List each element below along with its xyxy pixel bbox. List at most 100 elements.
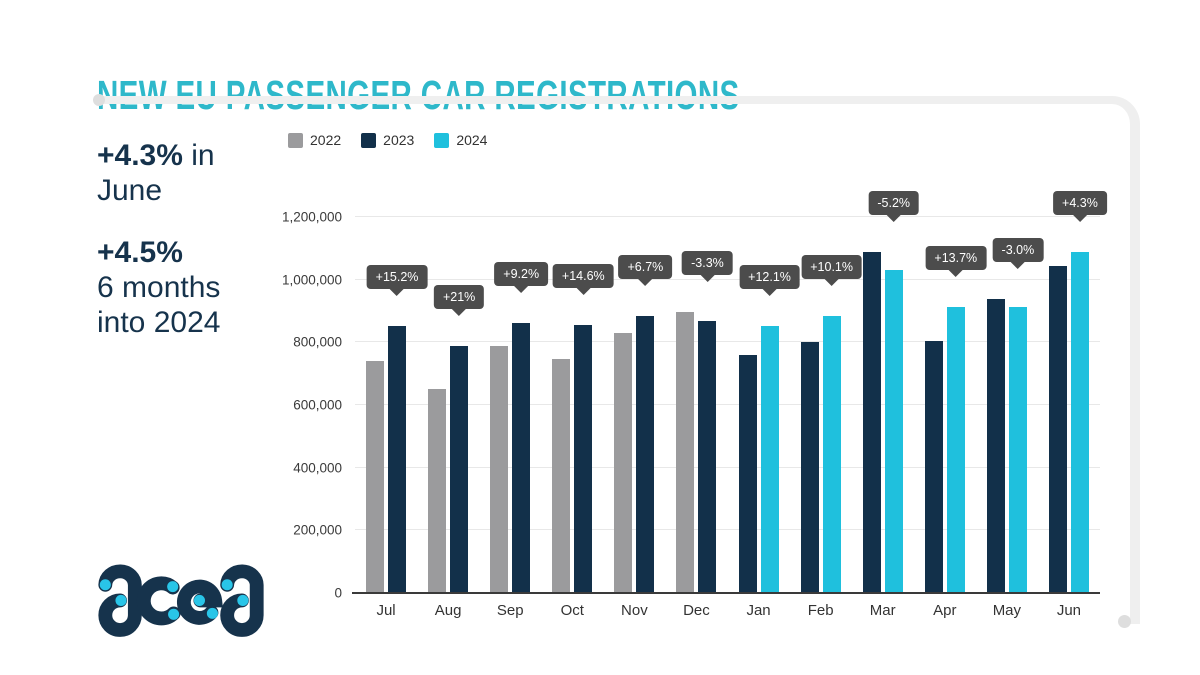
- bar-2022-oct: [552, 359, 571, 593]
- bar-2024-apr: [946, 306, 965, 593]
- logo-dot: [115, 594, 127, 606]
- x-axis-label-oct: Oct: [560, 602, 584, 619]
- logo-dot: [168, 608, 180, 620]
- logo-dot: [193, 594, 205, 606]
- logo-dot: [221, 579, 233, 591]
- x-axis-label-sep: Sep: [496, 602, 524, 619]
- bar-2023-mar: [862, 251, 881, 593]
- stat-june-label: June: [97, 174, 163, 207]
- bar-2023-jan: [738, 354, 757, 593]
- bar-group-jul: Jul: [355, 217, 417, 619]
- stat-june: +4.3% in June: [97, 138, 220, 208]
- change-badge-may: -3.0%: [992, 237, 1044, 262]
- legend-item-2023: 2023: [361, 132, 414, 148]
- logo-letter-a2: [220, 564, 264, 637]
- bar-group-mar: Mar: [852, 217, 914, 619]
- x-axis-label-dec: Dec: [683, 602, 710, 619]
- change-badge-aug: +21%: [433, 285, 485, 310]
- bar-2024-feb: [822, 316, 841, 593]
- y-axis-label: 600,000: [293, 397, 342, 413]
- bar-group-oct: Oct: [541, 217, 603, 619]
- bar-group-nov: Nov: [603, 217, 665, 619]
- x-axis-label-may: May: [992, 602, 1022, 619]
- bar-2023-dec: [698, 321, 717, 593]
- logo-letter-e: [177, 579, 223, 625]
- bar-group-aug: Aug: [417, 217, 479, 619]
- bar-group-may: May: [976, 217, 1038, 619]
- gridline: [355, 466, 1100, 468]
- change-badge-jun: +4.3%: [1053, 190, 1107, 215]
- x-axis-label-aug: Aug: [434, 602, 462, 619]
- x-axis-line: [352, 592, 1100, 594]
- legend-swatch-2022: [288, 132, 303, 148]
- bar-2024-may: [1008, 307, 1027, 593]
- acea-logo: acea: [93, 558, 269, 642]
- change-badge-feb: +10.1%: [801, 255, 862, 280]
- x-axis-label-jun: Jun: [1056, 602, 1082, 619]
- bar-2022-nov: [614, 332, 633, 593]
- y-axis-label: 200,000: [293, 522, 342, 538]
- bar-2023-nov: [636, 315, 655, 593]
- frame-end-dot-left: [93, 94, 105, 106]
- bar-2024-jun: [1070, 251, 1089, 593]
- acea-logo-graphic: [98, 564, 264, 637]
- legend-item-2022: 2022: [288, 132, 341, 148]
- gridline: [355, 529, 1100, 531]
- x-axis-label-mar: Mar: [869, 602, 896, 619]
- change-badge-dec: -3.3%: [682, 251, 733, 276]
- bar-2023-apr: [924, 341, 943, 593]
- bar-2022-sep: [490, 345, 509, 593]
- page-title: NEW EU PASSENGER CAR REGISTRATIONS: [97, 75, 990, 116]
- bar-2023-jul: [388, 326, 407, 593]
- logo-dot: [206, 607, 218, 619]
- stat-june-suffix: in: [191, 139, 215, 172]
- chart-legend: 2022 2023 2024: [288, 132, 487, 148]
- bar-group-sep: Sep: [479, 217, 541, 619]
- gridline: [355, 278, 1100, 280]
- x-axis-label-jan: Jan: [746, 602, 771, 619]
- x-axis-label-jul: Jul: [376, 602, 396, 619]
- bar-2023-may: [986, 298, 1005, 593]
- change-badge-apr: +13.7%: [925, 245, 987, 270]
- legend-label-2024: 2024: [456, 132, 488, 148]
- page-title-text: NEW EU PASSENGER CAR REGISTRATIONS: [97, 72, 740, 119]
- stat-june-value: +4.3%: [97, 139, 183, 172]
- bar-group-jun: Jun: [1038, 217, 1100, 619]
- bar-2023-aug: [450, 346, 469, 593]
- change-badge-nov: +6.7%: [618, 254, 673, 279]
- y-axis-label: 1,200,000: [281, 209, 342, 225]
- change-badge-sep: +9.2%: [494, 262, 549, 287]
- y-axis-label: 1,000,000: [281, 272, 342, 288]
- gridline: [355, 341, 1100, 343]
- stat-ytd: +4.5% 6 months into 2024: [97, 235, 220, 340]
- bar-group-jan: Jan: [728, 217, 790, 619]
- change-badge-jul: +15.2%: [366, 265, 428, 290]
- bar-2024-jan: [760, 326, 779, 593]
- bar-2024-mar: [884, 269, 903, 593]
- chart-plot: 0 200,000 400,000 600,000 800,000 1,000,000 1,…: [282, 190, 1107, 619]
- change-badge-jan: +12.1%: [739, 265, 800, 290]
- bar-2023-feb: [800, 341, 819, 593]
- logo-dot: [237, 594, 249, 606]
- bar-2023-jun: [1048, 265, 1067, 593]
- stats-block: +4.3% in June +4.5% 6 months into 2024: [97, 138, 220, 340]
- bar-2023-sep: [512, 323, 531, 593]
- legend-label-2022: 2022: [310, 132, 342, 148]
- bar-2022-dec: [676, 312, 695, 593]
- change-badge-oct: +14.6%: [552, 263, 614, 288]
- gridline: [355, 404, 1100, 405]
- logo-letter-c: [136, 576, 181, 626]
- stat-ytd-label-2: into 2024: [97, 306, 221, 339]
- bar-group-dec: Dec: [665, 217, 727, 619]
- x-axis-label-feb: Feb: [807, 602, 834, 619]
- legend-label-2023: 2023: [383, 132, 415, 148]
- y-axis-label: 400,000: [293, 460, 342, 476]
- bar-2023-oct: [574, 324, 593, 593]
- bar-group-feb: Feb: [790, 217, 852, 619]
- logo-letter-a1: [98, 564, 142, 637]
- stat-ytd-label-1: 6 months: [97, 271, 221, 304]
- bar-2022-jul: [366, 361, 385, 593]
- logo-dot: [99, 579, 111, 591]
- change-badge-mar: -5.2%: [868, 190, 920, 215]
